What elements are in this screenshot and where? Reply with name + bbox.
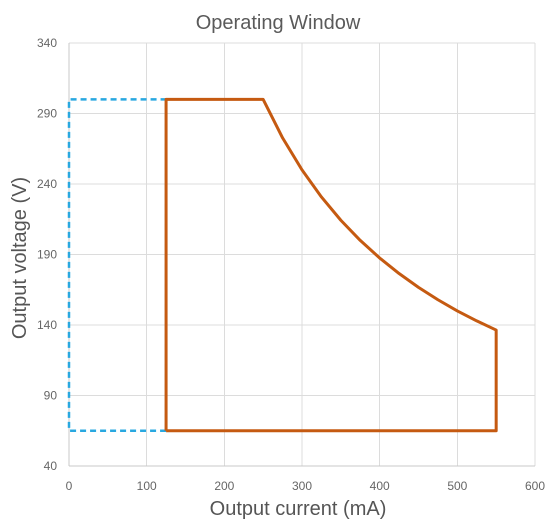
y-axis-label: Output voltage (V) xyxy=(9,177,31,339)
y-tick-label-3: 190 xyxy=(37,248,57,262)
dashed-window-series-1 xyxy=(67,98,168,432)
operating-window-series-0 xyxy=(164,97,498,433)
x-axis-label: Output current (mA) xyxy=(210,498,387,520)
y-tick-label-1: 90 xyxy=(44,389,58,403)
tick-layer: 0 100 200 300 400 500 600 40 90 140 190 240 290 340 xyxy=(37,36,545,493)
y-tick-label-0: 40 xyxy=(44,459,58,473)
x-tick-label-6: 600 xyxy=(525,479,545,493)
x-tick-label-0: 0 xyxy=(66,479,73,493)
x-tick-label-4: 400 xyxy=(370,479,390,493)
series-layer xyxy=(67,97,498,433)
x-tick-label-2: 200 xyxy=(214,479,234,493)
chart-title: Operating Window xyxy=(196,12,361,34)
y-tick-label-6: 340 xyxy=(37,36,57,50)
x-tick-label-1: 100 xyxy=(137,479,157,493)
x-tick-label-5: 500 xyxy=(447,479,467,493)
y-tick-label-5: 290 xyxy=(37,107,57,121)
x-tick-label-3: 300 xyxy=(292,479,312,493)
y-tick-label-2: 140 xyxy=(37,318,57,332)
grid-layer xyxy=(69,42,536,466)
y-tick-label-4: 240 xyxy=(37,177,57,191)
